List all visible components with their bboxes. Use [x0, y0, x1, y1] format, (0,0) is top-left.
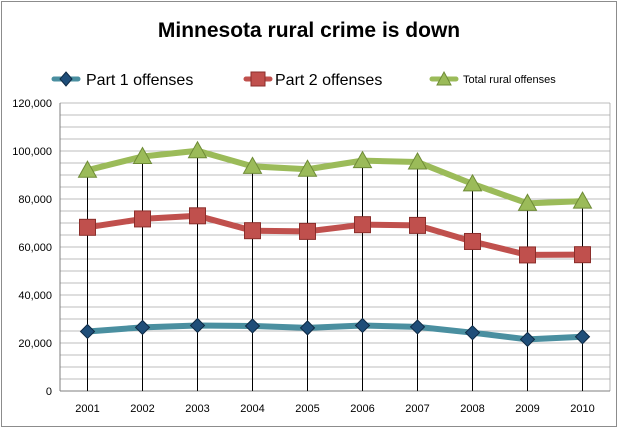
data-point-square: [244, 222, 261, 240]
data-point-square: [354, 216, 371, 234]
x-tick-label: 2001: [75, 403, 99, 415]
plot-area: 0 20,000 40,000 60,000 80,000 100,000 120,000 2…: [12, 98, 611, 415]
y-tick-label: 80,000: [18, 194, 52, 206]
data-point-triangle: [407, 152, 428, 170]
data-point-diamond: [134, 319, 151, 336]
legend-label-part1: Part 1 offenses: [86, 72, 193, 89]
series-line-2: [84, 212, 586, 258]
x-tick-label: 2009: [515, 403, 539, 415]
x-tick-label: 2004: [240, 403, 264, 415]
data-point-diamond: [189, 317, 206, 334]
y-tick-label: 60,000: [18, 242, 52, 254]
data-point-diamond: [519, 331, 536, 348]
data-point-diamond: [464, 324, 481, 341]
x-tick-label: 2006: [350, 403, 374, 415]
triangle-icon: [436, 70, 452, 86]
data-point-square: [574, 246, 591, 264]
data-point-diamond: [409, 319, 426, 335]
x-tick-label: 2008: [460, 403, 484, 415]
data-point-triangle: [517, 193, 538, 211]
x-tick-label: 2002: [130, 403, 154, 415]
data-point-triangle: [462, 173, 483, 192]
data-point-square: [134, 210, 151, 228]
data-point-square: [464, 232, 481, 250]
data-point-triangle: [352, 150, 373, 169]
data-point-square: [79, 218, 96, 236]
data-point-diamond: [354, 317, 371, 334]
y-tick-label: 40,000: [18, 290, 52, 302]
data-point-square: [409, 216, 426, 234]
diamond-icon: [59, 71, 73, 87]
y-tick-label: 20,000: [18, 338, 52, 350]
chart-title: Minnesota rural crime is down: [158, 19, 460, 42]
square-icon: [250, 71, 266, 87]
series-line-1: [84, 322, 586, 343]
data-point-diamond: [79, 323, 96, 340]
x-tick-label: 2005: [295, 403, 319, 415]
data-point-triangle: [297, 159, 318, 177]
legend: Part 1 offenses Part 2 offenses Total ru…: [51, 70, 556, 89]
x-tick-label: 2010: [570, 403, 594, 415]
data-point-triangle: [132, 146, 153, 165]
legend-label-total: Total rural offenses: [463, 74, 556, 86]
legend-item-part2: Part 2 offenses: [243, 71, 382, 89]
data-point-square: [519, 246, 536, 264]
series-line-3: [84, 147, 586, 207]
x-tick-label: 2007: [405, 403, 429, 415]
y-tick-label: 100,000: [12, 146, 52, 158]
x-tick-label: 2003: [185, 403, 209, 415]
data-point-diamond: [574, 329, 591, 345]
data-point-triangle: [187, 140, 208, 159]
data-point-square: [189, 207, 206, 225]
data-point-diamond: [244, 318, 261, 334]
legend-item-total: Total rural offenses: [429, 70, 556, 86]
y-tick-label: 120,000: [12, 98, 52, 110]
legend-item-part1: Part 1 offenses: [51, 71, 193, 89]
data-point-triangle: [242, 156, 263, 174]
data-point-diamond: [299, 320, 316, 336]
data-point-square: [299, 222, 316, 240]
legend-label-part2: Part 2 offenses: [275, 72, 382, 89]
data-point-triangle: [572, 191, 593, 209]
data-point-triangle: [77, 160, 98, 178]
y-tick-label: 0: [46, 386, 52, 398]
